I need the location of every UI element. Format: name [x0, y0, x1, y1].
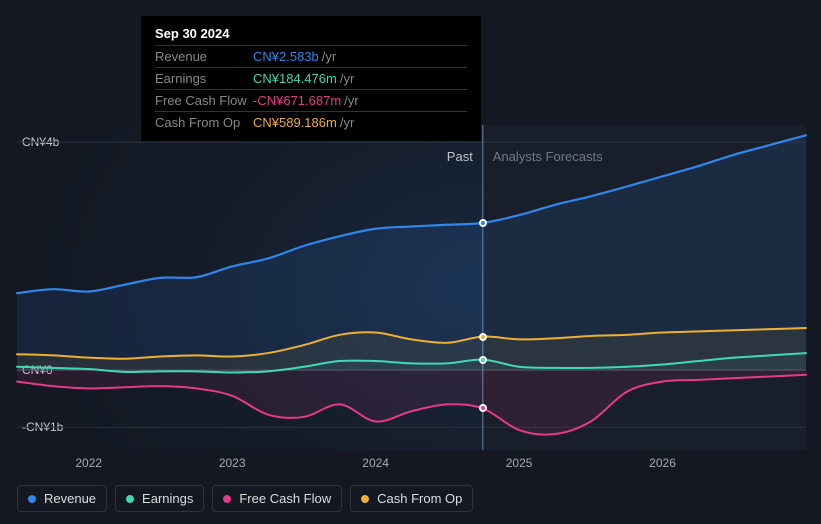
tooltip-row-value: CN¥184.476m	[253, 71, 337, 86]
series-marker	[479, 404, 487, 412]
series-marker	[479, 356, 487, 364]
line-chart	[17, 125, 806, 450]
legend-dot-icon	[361, 495, 369, 503]
tooltip-row-unit: /yr	[322, 49, 336, 64]
tooltip-row-unit: /yr	[344, 93, 358, 108]
legend-dot-icon	[28, 495, 36, 503]
tooltip-row: RevenueCN¥2.583b/yr	[155, 45, 467, 67]
chart-svg	[17, 125, 806, 450]
legend-item-label: Revenue	[44, 491, 96, 506]
x-axis-label: 2022	[75, 456, 102, 470]
legend-item-free-cash-flow[interactable]: Free Cash Flow	[212, 485, 342, 512]
tooltip-row-unit: /yr	[340, 71, 354, 86]
tooltip-row-value: CN¥2.583b	[253, 49, 319, 64]
legend-item-label: Free Cash Flow	[239, 491, 331, 506]
series-marker	[479, 333, 487, 341]
legend-dot-icon	[126, 495, 134, 503]
tooltip-row-value: CN¥589.186m	[253, 115, 337, 130]
tooltip-row-label: Earnings	[155, 71, 253, 86]
series-marker	[479, 219, 487, 227]
tooltip-row-label: Cash From Op	[155, 115, 253, 130]
tooltip-row: EarningsCN¥184.476m/yr	[155, 67, 467, 89]
chart-tooltip: Sep 30 2024 RevenueCN¥2.583b/yrEarningsC…	[141, 16, 481, 141]
x-axis-label: 2025	[506, 456, 533, 470]
tooltip-row-unit: /yr	[340, 115, 354, 130]
legend-item-earnings[interactable]: Earnings	[115, 485, 204, 512]
legend-item-cash-from-op[interactable]: Cash From Op	[350, 485, 473, 512]
x-axis-label: 2023	[219, 456, 246, 470]
tooltip-date: Sep 30 2024	[155, 26, 467, 41]
legend-dot-icon	[223, 495, 231, 503]
x-axis-label: 2024	[362, 456, 389, 470]
tooltip-row: Cash From OpCN¥589.186m/yr	[155, 111, 467, 133]
tooltip-row-label: Free Cash Flow	[155, 93, 253, 108]
legend-item-label: Earnings	[142, 491, 193, 506]
legend-item-label: Cash From Op	[377, 491, 462, 506]
legend-item-revenue[interactable]: Revenue	[17, 485, 107, 512]
tooltip-row: Free Cash Flow-CN¥671.687m/yr	[155, 89, 467, 111]
chart-legend: Revenue Earnings Free Cash Flow Cash From O…	[17, 485, 473, 512]
tooltip-row-label: Revenue	[155, 49, 253, 64]
x-axis-label: 2026	[649, 456, 676, 470]
tooltip-row-value: -CN¥671.687m	[253, 93, 341, 108]
